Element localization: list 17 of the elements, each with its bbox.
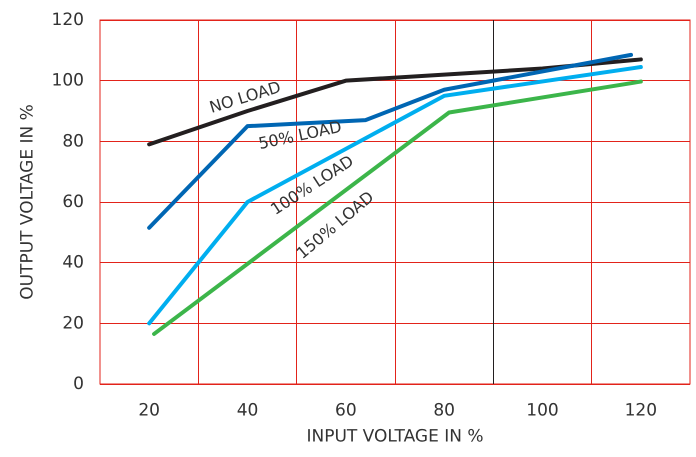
annotation: NO LOAD — [207, 77, 283, 117]
x-tick-label: 40 — [236, 400, 258, 420]
y-tick-label: 0 — [73, 374, 84, 394]
x-tick-label: 120 — [624, 400, 658, 420]
y-tick-label: 40 — [62, 252, 84, 273]
annotation: 50% LOAD — [256, 116, 344, 154]
x-tick-label: 20 — [138, 400, 160, 420]
y-tick-label: 60 — [62, 192, 84, 212]
y-axis-title: OUTPUT VOLTAGE IN % — [18, 104, 38, 300]
y-tick-label: 20 — [62, 313, 84, 334]
x-tick-label: 100 — [526, 400, 559, 420]
y-tick-label: 100 — [52, 70, 84, 91]
x-tick-label: 80 — [433, 400, 455, 420]
x-tick-label: 60 — [335, 400, 357, 420]
y-tick-label: 120 — [52, 10, 84, 30]
y-tick-label: 80 — [62, 131, 84, 152]
x-axis-title: INPUT VOLTAGE IN % — [306, 426, 484, 446]
